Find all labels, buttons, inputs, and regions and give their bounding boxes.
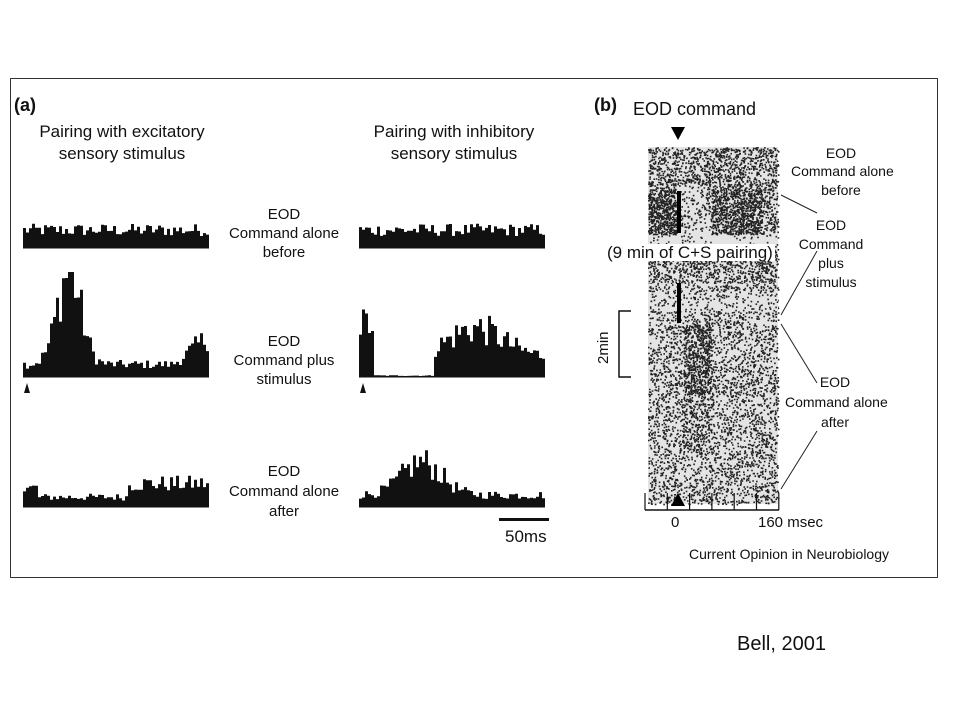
panel-b-label: (b) (594, 95, 617, 115)
hist-excitatory-after (23, 475, 209, 508)
command-marker-bottom (677, 283, 681, 323)
row3-label-line1: EOD (267, 463, 301, 480)
excitatory-title-line1: Pairing with excitatory (39, 122, 205, 141)
command-marker-top (677, 191, 681, 233)
spike-raster (618, 127, 818, 511)
b-before-line3: before (821, 182, 861, 198)
figure-frame: (a) Pairing with excitatory sensory stim… (10, 78, 938, 578)
panel-a-label: (a) (14, 95, 36, 115)
raster-x-axis (644, 493, 780, 511)
x-axis-end: 160 msec (758, 514, 824, 531)
citation: Bell, 2001 (737, 633, 826, 655)
zero-up-arrow-icon (671, 493, 685, 506)
stimulus-onset-arrow-icon (360, 383, 366, 393)
journal-credit: Current Opinion in Neurobiology (689, 546, 889, 562)
psth-histograms (23, 223, 545, 508)
b-before-line2: Command alone (791, 163, 894, 179)
b-stimulus-line2: Command (798, 236, 864, 252)
row2-label-line3: stimulus (256, 371, 312, 388)
label-connector-lines (780, 194, 818, 490)
raster-after-block (648, 284, 780, 506)
inhibitory-title-line2: sensory stimulus (390, 144, 518, 163)
row1-label-line3: before (262, 244, 306, 261)
stimulus-onset-arrow-icon (24, 383, 30, 393)
row3-label-line3: after (268, 503, 299, 520)
inhibitory-title-line1: Pairing with inhibitory (373, 122, 535, 141)
scale-bar-label: 50ms (505, 527, 547, 546)
x-axis-start: 0 (671, 514, 680, 531)
excitatory-title-line2: sensory stimulus (58, 144, 186, 163)
time-scale-bracket (618, 310, 631, 378)
row3-label-line2: Command alone (228, 483, 340, 500)
b-stimulus-line3: plus (818, 255, 844, 271)
hist-inhibitory-stimulus (359, 309, 545, 393)
time-scale-label: 2min (595, 331, 612, 364)
row1-label-line2: Command alone (228, 225, 340, 242)
b-after-line1: EOD (819, 374, 851, 390)
hist-inhibitory-after (359, 450, 545, 508)
hist-excitatory-stimulus (23, 272, 209, 393)
hist-excitatory-before (23, 223, 209, 249)
b-after-line2: Command alone (785, 394, 888, 410)
eod-command-down-arrow-icon (671, 127, 685, 140)
hist-inhibitory-before (359, 223, 545, 249)
row1-label-line1: EOD (267, 206, 301, 223)
row2-label-line1: EOD (267, 333, 301, 350)
row2-label-line2: Command plus (233, 352, 335, 369)
pairing-note: (9 min of C+S pairing) (605, 243, 775, 262)
b-after-line3: after (820, 414, 849, 430)
scale-bar (499, 518, 549, 521)
b-before-line1: EOD (825, 145, 857, 161)
eod-command-label: EOD command (633, 99, 757, 119)
b-stimulus-line1: EOD (815, 217, 847, 233)
b-stimulus-line4: stimulus (805, 274, 857, 290)
